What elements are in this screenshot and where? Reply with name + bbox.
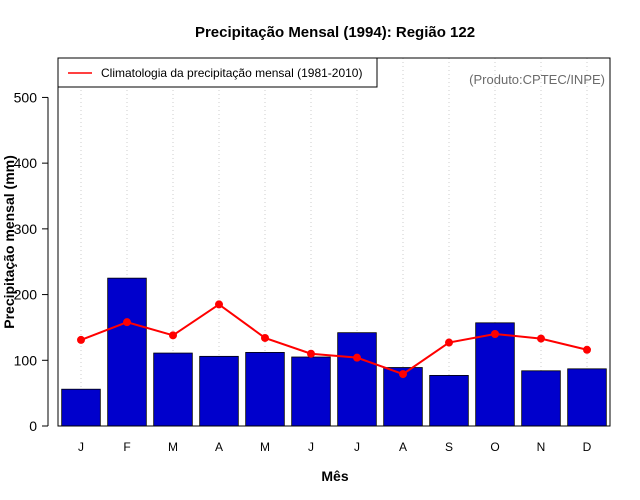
bar-9 — [429, 374, 469, 427]
x-tick-label: A — [215, 440, 223, 454]
x-tick-label: M — [260, 440, 270, 454]
y-tick-label: 300 — [14, 221, 38, 237]
bar-11 — [521, 370, 561, 427]
chart-title: Precipitação Mensal (1994): Região 122 — [195, 24, 475, 41]
y-tick-label: 400 — [14, 155, 38, 171]
bar-12 — [567, 368, 607, 427]
bar-10 — [475, 322, 515, 427]
bar-1 — [61, 388, 101, 427]
bar-6 — [291, 356, 331, 427]
x-tick-label: F — [123, 440, 130, 454]
bar-2 — [107, 277, 147, 427]
y-axis-label: Precipitação mensal (mm) — [1, 155, 17, 329]
bar-7 — [337, 332, 377, 427]
x-tick-label: O — [490, 440, 499, 454]
climatology-point-11 — [537, 334, 545, 343]
y-tick-label: 0 — [29, 418, 37, 434]
climatology-point-12 — [583, 345, 591, 354]
y-axis: 0 100 200 300 400 500 — [14, 89, 49, 434]
x-tick-label: S — [445, 440, 453, 454]
y-tick-label: 500 — [14, 89, 38, 105]
climatology-point-10 — [491, 330, 499, 338]
climatology-point-5 — [261, 333, 269, 342]
climatology-point-2 — [123, 318, 131, 327]
legend: Climatologia da precipitação mensal (198… — [57, 57, 378, 88]
bar-4 — [199, 355, 239, 427]
bar-5 — [245, 351, 285, 427]
grid-layer — [80, 58, 588, 426]
bars-layer — [61, 277, 607, 427]
climatology-point-8 — [399, 370, 407, 379]
y-tick-label: 200 — [14, 287, 38, 303]
legend-box — [57, 57, 378, 88]
climatology-point-7 — [353, 353, 361, 362]
climatology-point-6 — [307, 349, 315, 358]
climatology-line-layer — [77, 300, 591, 379]
x-tick-label: J — [78, 440, 84, 454]
y-tick-label: 100 — [14, 352, 38, 368]
source-annotation: (Produto:CPTEC/INPE) — [469, 72, 605, 87]
climatology-line — [80, 303, 588, 376]
climatology-point-1 — [77, 335, 85, 344]
x-tick-label: M — [168, 440, 178, 454]
x-tick-label: D — [583, 440, 592, 454]
bar-3 — [153, 352, 193, 427]
x-tick-label: J — [354, 440, 360, 454]
climatology-point-9 — [445, 338, 453, 347]
climatology-point-4 — [215, 300, 223, 309]
x-axis-label: Mês — [321, 468, 348, 484]
x-tick-label: J — [308, 440, 314, 454]
climatology-point-3 — [169, 331, 177, 340]
x-tick-label: N — [537, 440, 546, 454]
x-tick-label: A — [399, 440, 407, 454]
legend-label: Climatologia da precipitação mensal (198… — [101, 66, 362, 80]
